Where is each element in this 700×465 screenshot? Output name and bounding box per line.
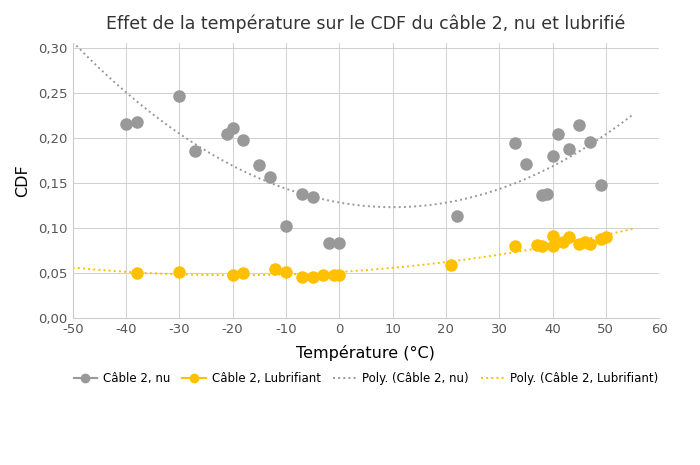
Point: [547, 232, 558, 240]
Point: [281, 222, 292, 229]
Point: [531, 242, 542, 249]
Point: [265, 173, 276, 180]
Point: [307, 193, 318, 200]
Point: [296, 273, 307, 281]
Point: [238, 270, 249, 277]
Point: [451, 212, 462, 219]
Point: [579, 238, 590, 246]
Point: [584, 138, 596, 146]
Point: [573, 122, 584, 129]
Legend: Câble 2, nu, Câble 2, Lubrifiant, Poly. (Câble 2, nu), Poly. (Câble 2, Lubrifian: Câble 2, nu, Câble 2, Lubrifiant, Poly. …: [69, 367, 663, 390]
Point: [547, 243, 558, 250]
Point: [558, 238, 569, 246]
Point: [536, 243, 547, 250]
Point: [563, 145, 574, 153]
Point: [238, 136, 249, 144]
Point: [190, 147, 201, 154]
Point: [542, 190, 553, 198]
Point: [536, 191, 547, 199]
Point: [120, 120, 132, 127]
Point: [227, 125, 238, 132]
Point: [253, 161, 265, 169]
Point: [296, 190, 307, 198]
X-axis label: Température (°C): Température (°C): [297, 345, 435, 361]
Point: [174, 269, 185, 276]
Point: [227, 272, 238, 279]
Point: [573, 240, 584, 247]
Point: [131, 270, 142, 277]
Point: [595, 181, 606, 189]
Point: [307, 273, 318, 281]
Point: [323, 239, 334, 246]
Point: [601, 233, 612, 241]
Point: [547, 153, 558, 160]
Point: [328, 272, 339, 279]
Point: [334, 239, 345, 246]
Point: [270, 265, 281, 272]
Point: [510, 243, 521, 250]
Point: [222, 130, 233, 137]
Point: [552, 130, 564, 137]
Point: [131, 118, 142, 126]
Point: [446, 261, 457, 269]
Point: [584, 241, 596, 248]
Point: [334, 272, 345, 279]
Point: [563, 233, 574, 241]
Point: [510, 139, 521, 146]
Y-axis label: CDF: CDF: [15, 165, 30, 197]
Point: [281, 269, 292, 276]
Point: [174, 92, 185, 100]
Point: [595, 235, 606, 243]
Point: [318, 272, 329, 279]
Point: [520, 160, 531, 168]
Title: Effet de la température sur le CDF du câble 2, nu et lubrifié: Effet de la température sur le CDF du câ…: [106, 15, 626, 33]
